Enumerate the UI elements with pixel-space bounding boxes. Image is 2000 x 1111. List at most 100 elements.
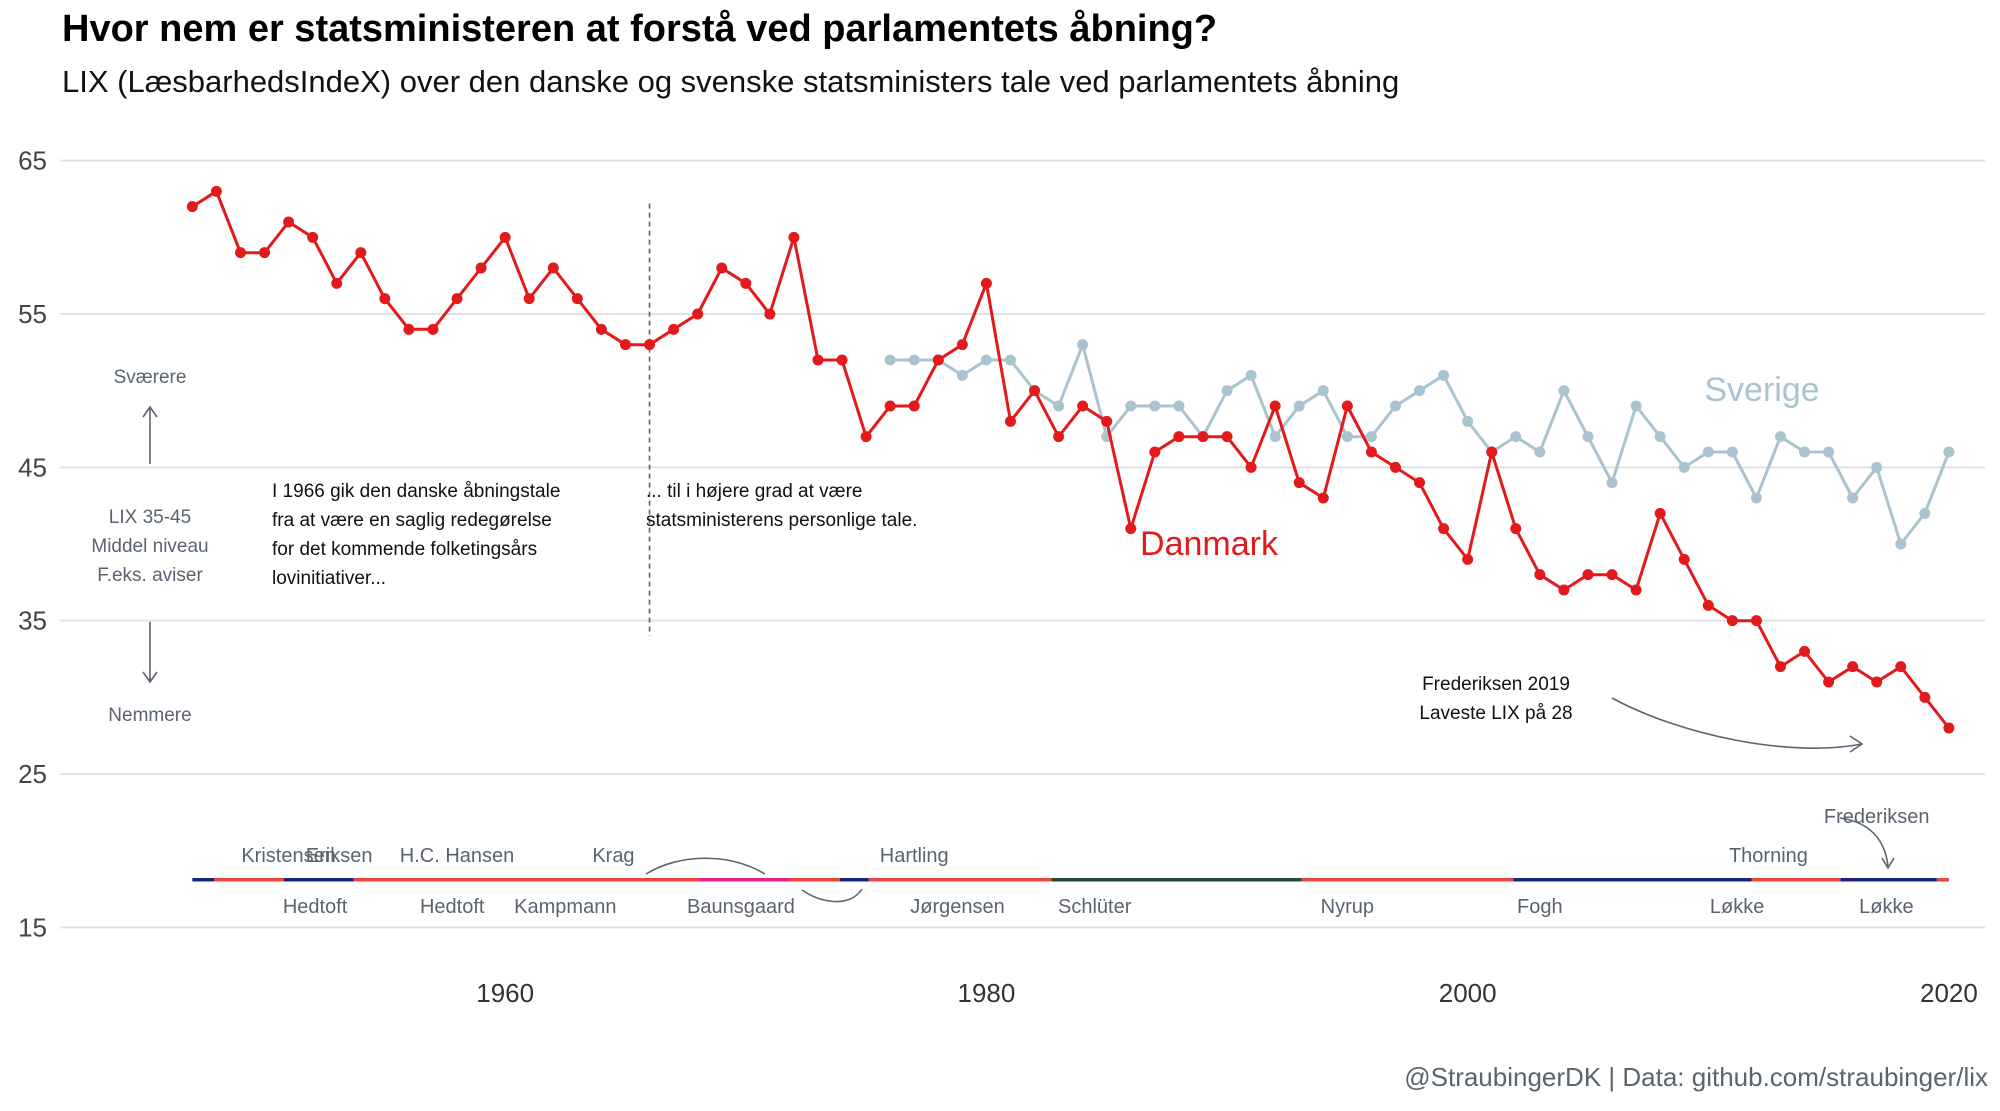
pm-label-below-4: Jørgensen: [910, 896, 1005, 918]
x-tick-label-2000: 2000: [1439, 978, 1497, 1008]
data-point-danmark-1949: [234, 247, 246, 259]
data-point-sverige-1992: [1269, 431, 1281, 443]
down-arrow-icon: [142, 622, 158, 684]
data-source-caption: @StraubingerDK | Data: github.com/straub…: [1404, 1062, 1988, 1092]
data-point-sverige-2005: [1582, 431, 1594, 443]
data-point-sverige-1976: [884, 354, 896, 366]
data-point-danmark-1978: [932, 354, 944, 366]
pm-label-below-1: Hedtoft: [420, 896, 485, 918]
chart-title: Hvor nem er statsministeren at forstå ve…: [62, 8, 1218, 50]
data-point-danmark-1999: [1438, 523, 1450, 535]
pm-label-below-3: Baunsgaard: [687, 896, 795, 918]
data-point-danmark-1960: [499, 231, 511, 243]
data-point-danmark-2020: [1943, 722, 1955, 734]
data-point-danmark-1987: [1149, 446, 1161, 458]
data-point-sverige-2012: [1750, 492, 1762, 504]
data-point-sverige-2007: [1630, 400, 1642, 412]
data-point-danmark-2014: [1799, 645, 1811, 657]
data-point-sverige-1994: [1317, 385, 1329, 397]
data-point-danmark-1989: [1197, 431, 1209, 443]
easier-label: Nemmere: [108, 705, 191, 726]
data-point-danmark-2001: [1486, 446, 1498, 458]
data-point-danmark-1965: [619, 339, 631, 351]
x-tick-label-2020: 2020: [1920, 978, 1978, 1008]
data-point-danmark-2004: [1558, 584, 1570, 596]
data-point-danmark-2008: [1654, 507, 1666, 519]
y-tick-label-65: 65: [18, 146, 47, 176]
series-label-danmark: Danmark: [1140, 525, 1279, 563]
frederiksen-note-line-2: Laveste LIX på 28: [1419, 703, 1572, 724]
data-point-danmark-2013: [1774, 661, 1786, 673]
data-point-sverige-1988: [1173, 400, 1185, 412]
pm-label-below-0: Hedtoft: [283, 896, 348, 918]
data-point-sverige-1996: [1365, 431, 1377, 443]
data-point-danmark-2019: [1919, 691, 1931, 703]
data-point-danmark-1950: [259, 247, 271, 259]
data-point-danmark-1964: [595, 323, 607, 335]
data-point-danmark-1977: [908, 400, 920, 412]
x-tick-label-1980: 1980: [957, 978, 1015, 1008]
data-point-danmark-1951: [283, 216, 295, 228]
data-point-danmark-1980: [980, 277, 992, 289]
data-point-sverige-1977: [908, 354, 920, 366]
data-point-danmark-1962: [547, 262, 559, 274]
data-point-danmark-2010: [1702, 599, 1714, 611]
data-point-danmark-1976: [884, 400, 896, 412]
data-point-danmark-1952: [307, 231, 319, 243]
data-point-danmark-1972: [788, 231, 800, 243]
data-point-sverige-2000: [1462, 415, 1474, 427]
note-left-line-4: lovinitiativer...: [272, 568, 386, 589]
data-point-danmark-2006: [1606, 569, 1618, 581]
data-point-danmark-1983: [1053, 431, 1065, 443]
data-point-danmark-1998: [1414, 477, 1426, 489]
data-point-danmark-1985: [1101, 415, 1113, 427]
data-point-sverige-1987: [1149, 400, 1161, 412]
data-point-sverige-2002: [1510, 431, 1522, 443]
data-point-danmark-1994: [1317, 492, 1329, 504]
data-point-sverige-1981: [1004, 354, 1016, 366]
data-point-danmark-1967: [668, 323, 680, 335]
data-point-danmark-1992: [1269, 400, 1281, 412]
data-point-sverige-2014: [1799, 446, 1811, 458]
note-left-line-2: fra at være en saglig redegørelse: [272, 510, 552, 531]
data-point-sverige-1980: [980, 354, 992, 366]
data-point-danmark-1963: [571, 293, 583, 305]
data-point-sverige-2011: [1726, 446, 1738, 458]
data-point-danmark-2016: [1847, 661, 1859, 673]
data-point-danmark-1974: [836, 354, 848, 366]
data-point-danmark-1993: [1293, 477, 1305, 489]
data-point-danmark-1986: [1125, 523, 1137, 535]
chart-subtitle: LIX (LæsbarhedsIndeX) over den danske og…: [62, 64, 1400, 99]
data-point-danmark-2009: [1678, 553, 1690, 565]
harder-label: Sværere: [114, 367, 187, 388]
data-point-danmark-2011: [1726, 615, 1738, 627]
data-point-danmark-1971: [764, 308, 776, 320]
y-tick-label-55: 55: [18, 299, 47, 329]
data-point-sverige-2016: [1847, 492, 1859, 504]
curved-connector-icon: [645, 817, 1895, 903]
series-layer: [186, 185, 1955, 734]
data-point-sverige-2009: [1678, 461, 1690, 473]
data-point-danmark-1961: [523, 293, 535, 305]
lix-range-line-1: LIX 35-45: [109, 507, 191, 528]
data-point-sverige-2004: [1558, 385, 1570, 397]
data-point-sverige-2018: [1895, 538, 1907, 550]
y-tick-label-35: 35: [18, 606, 47, 636]
pm-label-above-6: Frederiksen: [1824, 806, 1930, 828]
pm-label-above-2: H.C. Hansen: [400, 845, 515, 867]
data-point-danmark-1969: [716, 262, 728, 274]
data-point-danmark-1973: [812, 354, 824, 366]
curved-arrow-icon: [1611, 697, 1864, 753]
data-point-danmark-1982: [1029, 385, 1041, 397]
data-point-sverige-1999: [1438, 369, 1450, 381]
data-point-sverige-1990: [1221, 385, 1233, 397]
data-point-danmark-2005: [1582, 569, 1594, 581]
data-point-sverige-2013: [1774, 431, 1786, 443]
lix-range-line-3: F.eks. aviser: [97, 565, 203, 586]
data-point-danmark-1959: [475, 262, 487, 274]
data-point-sverige-2017: [1871, 461, 1883, 473]
note-left-line-1: I 1966 gik den danske åbningstale: [272, 481, 560, 502]
data-point-danmark-1975: [860, 431, 872, 443]
